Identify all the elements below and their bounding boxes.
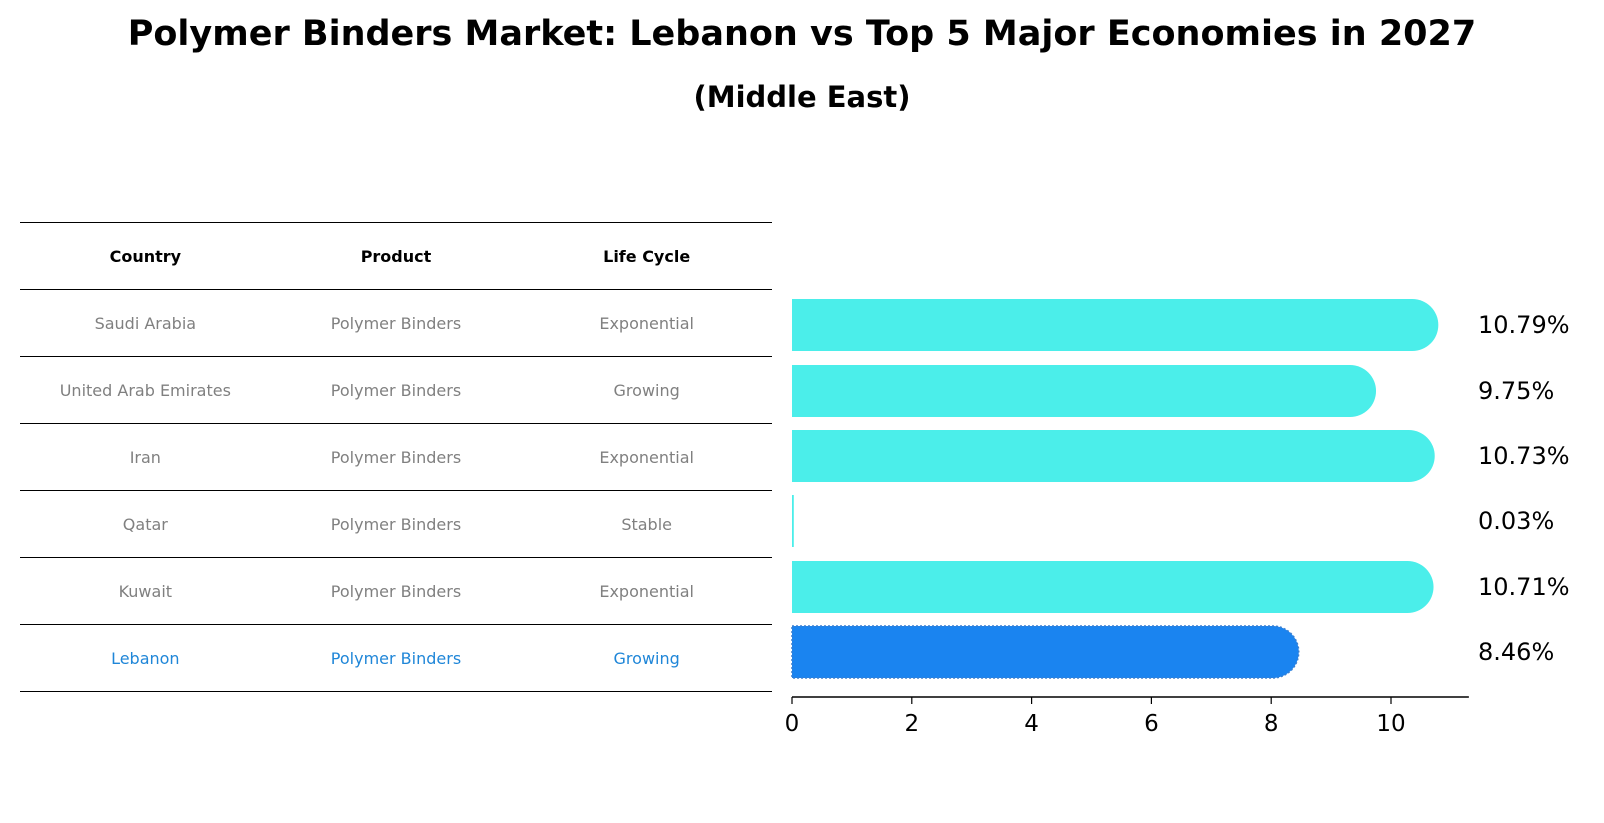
bar-iran [792, 430, 1435, 482]
table-row: Saudi Arabia Polymer Binders Exponential [20, 289, 772, 357]
table-row: Iran Polymer Binders Exponential [20, 423, 772, 491]
bar-value-label: 10.73% [1478, 442, 1570, 470]
cell-country: Iran [20, 423, 271, 491]
table-row: Kuwait Polymer Binders Exponential [20, 557, 772, 625]
cell-product: Polymer Binders [270, 423, 522, 491]
cell-life-cycle: Exponential [521, 289, 772, 357]
table-row-highlighted: Lebanon Polymer Binders Growing [20, 624, 772, 692]
table-header-row: Country Product Life Cycle [20, 222, 772, 290]
cell-product: Polymer Binders [270, 557, 522, 625]
cell-life-cycle: Exponential [521, 557, 772, 625]
country-table: Country Product Life Cycle Saudi Arabia … [20, 222, 772, 692]
bar-value-label: 0.03% [1478, 507, 1554, 535]
bar-value-label: 9.75% [1478, 377, 1554, 405]
chart-subtitle: (Middle East) [693, 80, 911, 114]
cell-country: Lebanon [20, 624, 271, 692]
cell-country: Qatar [20, 490, 271, 558]
bar-saudi-arabia [792, 299, 1439, 351]
table-row: Qatar Polymer Binders Stable [20, 490, 772, 558]
table-row: United Arab Emirates Polymer Binders Gro… [20, 356, 772, 424]
header-country: Country [20, 222, 271, 290]
x-tick-label: 10 [1376, 711, 1405, 737]
cell-product: Polymer Binders [270, 624, 522, 692]
cell-product: Polymer Binders [270, 490, 522, 558]
bar-value-label: 10.71% [1478, 573, 1570, 601]
cell-country: United Arab Emirates [20, 356, 271, 424]
bar-united-arab-emirates [792, 365, 1377, 417]
cell-life-cycle: Growing [521, 624, 772, 692]
bar-value-label: 10.79% [1478, 311, 1570, 339]
bar-qatar [792, 495, 794, 547]
chart-title: Polymer Binders Market: Lebanon vs Top 5… [127, 14, 1477, 54]
cell-life-cycle: Stable [521, 490, 772, 558]
x-tick-label: 8 [1264, 711, 1279, 737]
x-tick-label: 0 [785, 711, 800, 737]
cell-product: Polymer Binders [270, 289, 522, 357]
cell-life-cycle: Growing [521, 356, 772, 424]
x-tick-label: 4 [1024, 711, 1039, 737]
cell-life-cycle: Exponential [521, 423, 772, 491]
cell-country: Kuwait [20, 557, 271, 625]
header-product: Product [270, 222, 522, 290]
cell-product: Polymer Binders [270, 356, 522, 424]
bar-lebanon [791, 625, 1300, 679]
bar-value-label: 8.46% [1478, 638, 1554, 666]
x-tick-label: 6 [1144, 711, 1159, 737]
header-life-cycle: Life Cycle [521, 222, 772, 290]
cell-country: Saudi Arabia [20, 289, 271, 357]
bar-kuwait [792, 561, 1434, 613]
x-tick-label: 2 [904, 711, 919, 737]
